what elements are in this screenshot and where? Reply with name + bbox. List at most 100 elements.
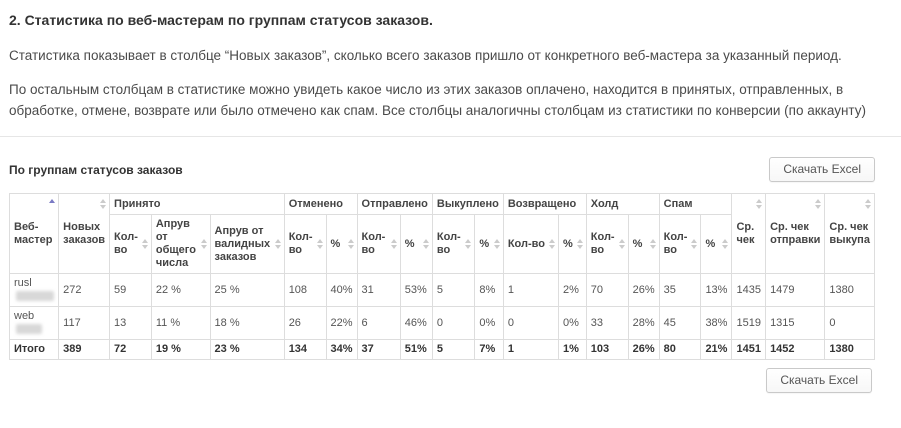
table-cell: 0	[824, 306, 875, 340]
sort-icon[interactable]	[549, 239, 555, 249]
panel-footer: Скачать Excel	[9, 368, 875, 393]
redacted-text	[16, 324, 42, 335]
sort-icon[interactable]	[200, 239, 207, 249]
group-header-cancelled: Отменено	[283, 193, 358, 215]
download-excel-button-bottom[interactable]: Скачать Excel	[766, 368, 872, 393]
table-cell: 26%	[627, 339, 660, 360]
column-header-label: Ср. чек	[736, 220, 755, 246]
table-cell: 0	[502, 306, 560, 340]
table-cell: 80	[658, 339, 702, 360]
sort-icon[interactable]	[316, 239, 323, 249]
column-header-hold-qty[interactable]: Кол-во	[585, 214, 629, 274]
sort-icon[interactable]	[815, 199, 822, 209]
table-cell: 389	[58, 339, 111, 360]
column-header-label: Кол-во	[288, 231, 313, 256]
group-header-sent: Отправлено	[356, 193, 433, 215]
sort-icon[interactable]	[722, 239, 729, 249]
column-header-avg-check[interactable]: Ср. чек	[731, 193, 767, 274]
table-cell: 34%	[325, 339, 358, 360]
sort-icon[interactable]	[649, 239, 656, 249]
table-cell: 28%	[627, 306, 660, 340]
table-row: Итого 389 72 19 % 23 % 134 34% 37 51% 5 7% 1 1% 103 26…	[8, 339, 875, 360]
paragraph-new-orders: Статистика показывает в столбце “Новых з…	[9, 48, 842, 63]
column-header-sent-qty[interactable]: Кол-во	[356, 214, 401, 274]
column-header-label: Апрув от валидных заказов	[214, 224, 271, 263]
column-header-spam-pct[interactable]: %	[700, 214, 733, 274]
sort-icon[interactable]	[618, 239, 625, 249]
column-header-cancelled-qty[interactable]: Кол-во	[283, 214, 327, 274]
table-cell: 13%	[700, 273, 733, 307]
sort-icon[interactable]	[576, 239, 583, 249]
column-header-avg-check-sent[interactable]: Ср. чек отправки	[765, 193, 826, 274]
column-header-label: Веб-мастер	[14, 220, 53, 246]
sort-icon[interactable]	[100, 199, 107, 209]
column-header-bought-pct[interactable]: %	[474, 214, 504, 274]
column-header-hold-pct[interactable]: %	[627, 214, 660, 274]
column-header-cancelled-pct[interactable]: %	[325, 214, 358, 274]
table-cell: 18 %	[209, 306, 285, 340]
column-header-accepted-qty[interactable]: Кол-во	[109, 214, 152, 274]
table-cell: 1380	[824, 339, 875, 360]
sort-icon[interactable]	[141, 239, 148, 249]
column-header-label: %	[632, 237, 643, 250]
column-header-approve-total[interactable]: Апрув от общего числа	[150, 214, 211, 274]
column-header-label: Апрув от общего числа	[155, 218, 196, 269]
column-header-label: Кол-во	[663, 231, 688, 256]
table-cell: 31	[356, 273, 401, 307]
sort-icon[interactable]	[274, 239, 281, 249]
sort-icon[interactable]	[493, 239, 500, 249]
group-header-bought: Выкуплено	[431, 193, 504, 215]
group-header-spam: Спам	[658, 193, 733, 215]
column-header-avg-check-bought[interactable]: Ср. чек выкупа	[824, 193, 875, 274]
table-cell: 22%	[325, 306, 358, 340]
sort-icon[interactable]	[390, 239, 397, 249]
column-header-bought-qty[interactable]: Кол-во	[431, 214, 476, 274]
column-header-label: Кол-во	[590, 231, 615, 256]
column-header-label: Новых заказов	[63, 220, 106, 246]
table-cell: 25 %	[209, 273, 285, 307]
table-cell: 1	[502, 273, 560, 307]
column-header-label: Кол-во	[507, 237, 545, 250]
download-excel-button-top[interactable]: Скачать Excel	[769, 157, 875, 182]
sort-icon[interactable]	[756, 199, 763, 209]
table-cell: 22 %	[150, 273, 211, 307]
table-cell: 37	[356, 339, 401, 360]
column-header-label: %	[479, 237, 490, 250]
column-header-label: Кол-во	[361, 231, 386, 256]
table-cell: 1315	[765, 306, 826, 340]
sort-icon[interactable]	[465, 239, 472, 249]
table-cell: 0%	[474, 306, 504, 340]
column-header-webmaster[interactable]: Веб-мастер	[8, 193, 60, 274]
table-body: rusl 272 59 22 % 25 % 108 40% 31 53% 5 8% 1 2% 70 26% 3…	[8, 273, 875, 360]
column-header-approve-valid[interactable]: Апрув от валидных заказов	[209, 214, 285, 274]
group-header-hold: Холд	[585, 193, 660, 215]
webmaster-name: web	[14, 310, 35, 322]
sort-icon[interactable]	[422, 239, 429, 249]
sort-asc-icon[interactable]	[49, 199, 56, 203]
column-header-returned-qty[interactable]: Кол-во	[502, 214, 560, 274]
table-cell: 103	[585, 339, 629, 360]
table-cell: 5	[431, 273, 476, 307]
table-cell: 26%	[627, 273, 660, 307]
column-header-sent-pct[interactable]: %	[399, 214, 433, 274]
sort-icon[interactable]	[865, 199, 871, 209]
documentation-section: 2. Статистика по веб-мастерам по группам…	[0, 0, 901, 121]
paragraph-other-columns: По остальным столбцам в статистике можно…	[9, 82, 866, 118]
sort-icon[interactable]	[691, 239, 698, 249]
table-cell: 7%	[474, 339, 504, 360]
column-header-returned-pct[interactable]: %	[558, 214, 587, 274]
webmaster-cell: web	[8, 306, 60, 340]
column-header-spam-qty[interactable]: Кол-во	[658, 214, 702, 274]
panel-header: По группам статусов заказов Скачать Exce…	[9, 157, 875, 182]
table-cell: 1435	[731, 273, 767, 307]
redacted-text	[16, 291, 54, 302]
table-cell: 1%	[558, 339, 587, 360]
column-header-new-orders[interactable]: Новых заказов	[58, 193, 111, 274]
table-cell: 19 %	[150, 339, 211, 360]
table-cell: 59	[109, 273, 152, 307]
sort-icon[interactable]	[347, 239, 354, 249]
table-cell: 134	[283, 339, 327, 360]
table-cell: 72	[109, 339, 152, 360]
table-cell: 1479	[765, 273, 826, 307]
table-cell: 0%	[558, 306, 587, 340]
